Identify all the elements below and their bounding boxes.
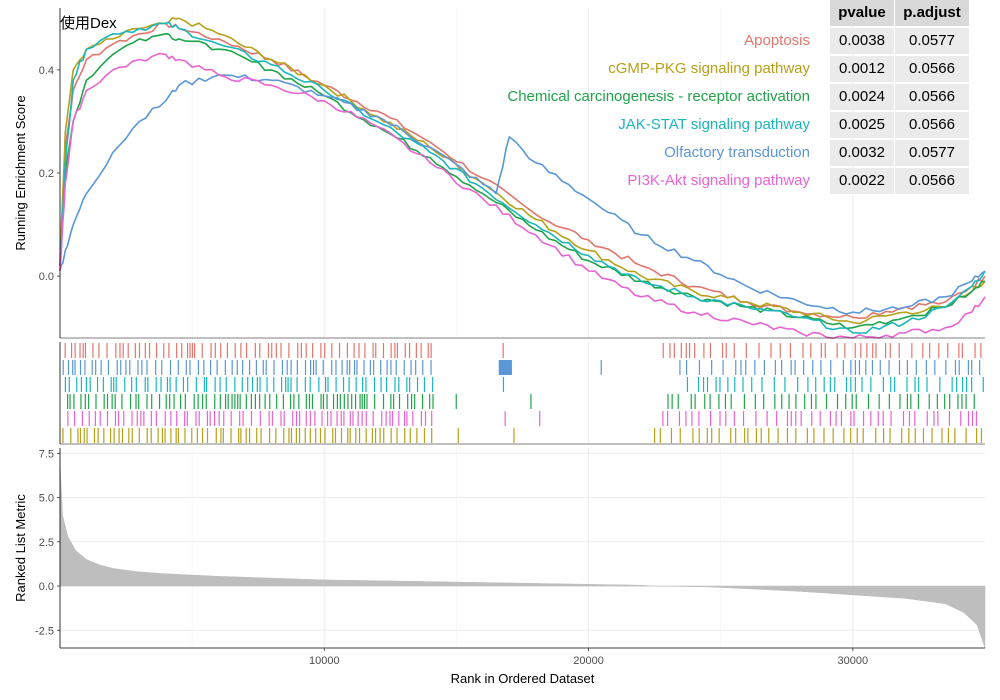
enrichment-line-6 (59, 52, 986, 340)
x-axis-label: Rank in Ordered Dataset (451, 671, 595, 686)
enrichment-line-3 (59, 33, 986, 330)
x-tick-label: 20000 (573, 655, 604, 667)
tick-labels: 0.0 0.2 0.4 -2.5 0.0 2.5 5.0 7.5 10000 20000 30000 (35, 65, 868, 667)
ranked-metric-area (59, 462, 986, 649)
enrichment-line-4 (59, 21, 986, 334)
ranked-metric-area (59, 462, 986, 649)
enrichment-line-1 (59, 22, 986, 319)
y-tick-label: 5.0 (39, 493, 54, 505)
y-axis-label-es: Running Enrichment Score (13, 95, 28, 250)
y-tick-label: 7.5 (39, 448, 54, 460)
gene-hit-cluster (498, 360, 512, 375)
enrichment-lines (59, 17, 986, 340)
y-axis-label-metric: Ranked List Metric (13, 494, 28, 602)
axes (59, 8, 985, 649)
y-tick-label: 0.0 (39, 271, 54, 283)
enrichment-line-2 (59, 17, 986, 325)
y-tick-label: 2.5 (39, 537, 54, 549)
x-tick-label: 10000 (309, 655, 340, 667)
chart-title: 使用Dex (60, 15, 117, 32)
y-tick-label: 0.0 (39, 581, 54, 593)
enrichment-line-5 (59, 74, 986, 315)
y-tick-label: 0.4 (39, 65, 54, 77)
gene-hit-bars (62, 343, 984, 443)
y-tick-label: -2.5 (35, 625, 54, 637)
x-tick-label: 30000 (838, 655, 869, 667)
y-tick-label: 0.2 (39, 168, 54, 180)
